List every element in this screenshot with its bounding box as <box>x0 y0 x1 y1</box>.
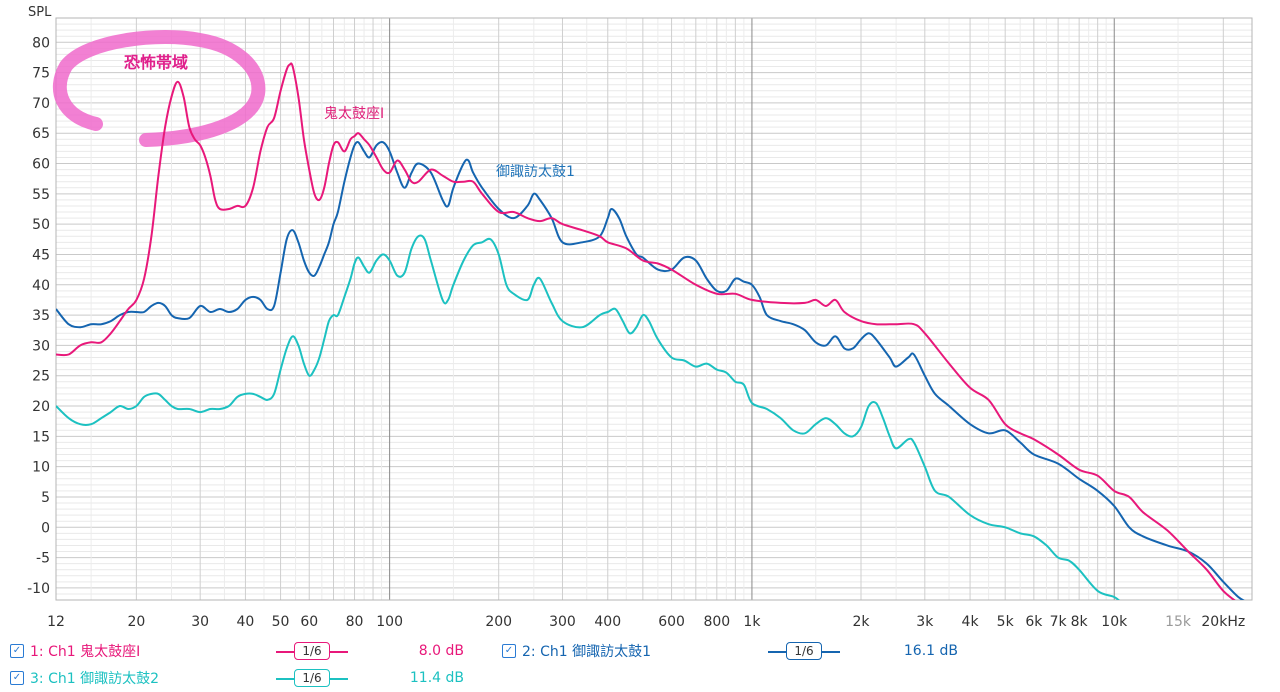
legend-label-3: 3: Ch1 御諏訪太鼓2 <box>30 671 159 687</box>
x-tick-labels: 12 20 30 40 50 60 80 100 200 300 400 600 800 1k 2k 3k 4k… <box>47 614 1245 630</box>
y-tick-label: 55 <box>32 187 50 203</box>
x-tick-label: 4k <box>962 614 980 630</box>
x-tick-label: 5k <box>997 614 1015 630</box>
smoothing-button-2[interactable]: 1/6 <box>786 642 822 660</box>
y-tick-label: 30 <box>32 338 50 354</box>
y-tick-label: 15 <box>32 429 50 445</box>
x-tick-label: 7k <box>1050 614 1068 630</box>
y-tick-label: 25 <box>32 369 50 385</box>
highlight-loop <box>52 30 266 147</box>
minor-gridlines <box>56 17 1252 601</box>
y-tick-label: 40 <box>32 278 50 294</box>
y-tick-label: 10 <box>32 460 50 476</box>
y-tick-label: 75 <box>32 66 50 82</box>
x-tick-label: 12 <box>47 614 65 630</box>
annotation-series2: 御諏訪太鼓1 <box>496 164 575 180</box>
checkbox-icon[interactable]: ✓ <box>502 644 516 658</box>
series-line-2 <box>56 140 1245 600</box>
smoothing-button-3[interactable]: 1/6 <box>294 669 330 687</box>
x-tick-label: 200 <box>485 614 512 630</box>
x-tick-label: 800 <box>703 614 730 630</box>
y-tick-label: 35 <box>32 308 50 324</box>
x-tick-label: 3k <box>916 614 934 630</box>
x-tick-label: 20 <box>127 614 145 630</box>
frequency-response-chart[interactable]: SPL 80757065605550454035302520151050-5-1… <box>0 0 1280 640</box>
y-tick-label: 50 <box>32 217 50 233</box>
annotation-series1: 鬼太鼓座Ⅰ <box>324 106 384 122</box>
series-layer <box>56 62 1245 600</box>
y-tick-label: 0 <box>41 520 50 536</box>
y-tick-label: -10 <box>27 581 50 597</box>
series-line-3 <box>56 234 1121 600</box>
x-tick-label: 2k <box>852 614 870 630</box>
y-tick-label: 45 <box>32 247 50 263</box>
x-tick-label: 10k <box>1101 614 1128 630</box>
offset-value-3: 11.4 dB <box>409 670 464 686</box>
offset-value-2: 16.1 dB <box>903 643 958 659</box>
x-tick-label: 600 <box>658 614 685 630</box>
annotation-layer: 恐怖帯域 鬼太鼓座Ⅰ 御諏訪太鼓1 <box>52 30 575 180</box>
annotation-fear-band: 恐怖帯域 <box>124 53 188 72</box>
y-tick-label: 5 <box>41 490 50 506</box>
y-axis-label: SPL <box>28 5 52 20</box>
y-tick-label: 80 <box>32 35 50 51</box>
x-tick-label: 6k <box>1025 614 1043 630</box>
x-tick-label: 50 <box>272 614 290 630</box>
legend-item-3[interactable]: ✓ 3: Ch1 御諏訪太鼓2 <box>10 666 159 690</box>
y-tick-label: -5 <box>36 551 50 567</box>
y-tick-label: 20 <box>32 399 50 415</box>
x-tick-label: 40 <box>237 614 255 630</box>
x-tick-label: 80 <box>346 614 364 630</box>
x-tick-label: 300 <box>549 614 576 630</box>
series-line-1 <box>56 62 1236 600</box>
x-tick-label: 1k <box>743 614 761 630</box>
legend: ✓ 1: Ch1 鬼太鼓座Ⅰ 1/6 8.0 dB ✓ 2: Ch1 御諏訪太鼓… <box>0 636 1280 692</box>
x-tick-label: 20kHz <box>1201 614 1245 630</box>
x-tick-label: 15k <box>1165 614 1192 630</box>
checkbox-icon[interactable]: ✓ <box>10 671 24 685</box>
y-tick-label: 70 <box>32 96 50 112</box>
smoothing-button-1[interactable]: 1/6 <box>294 642 330 660</box>
legend-label-1: 1: Ch1 鬼太鼓座Ⅰ <box>30 644 141 660</box>
offset-value-1: 8.0 dB <box>418 643 464 659</box>
y-tick-label: 60 <box>32 157 50 173</box>
x-tick-label: 60 <box>300 614 318 630</box>
legend-label-2: 2: Ch1 御諏訪太鼓1 <box>522 644 651 660</box>
y-tick-label: 65 <box>32 126 50 142</box>
x-tick-label: 100 <box>376 614 403 630</box>
checkbox-icon[interactable]: ✓ <box>10 644 24 658</box>
x-tick-label: 30 <box>191 614 209 630</box>
x-tick-label: 400 <box>594 614 621 630</box>
legend-item-2[interactable]: ✓ 2: Ch1 御諏訪太鼓1 <box>502 639 651 663</box>
legend-item-1[interactable]: ✓ 1: Ch1 鬼太鼓座Ⅰ <box>10 639 140 663</box>
x-tick-label: 8k <box>1071 614 1089 630</box>
